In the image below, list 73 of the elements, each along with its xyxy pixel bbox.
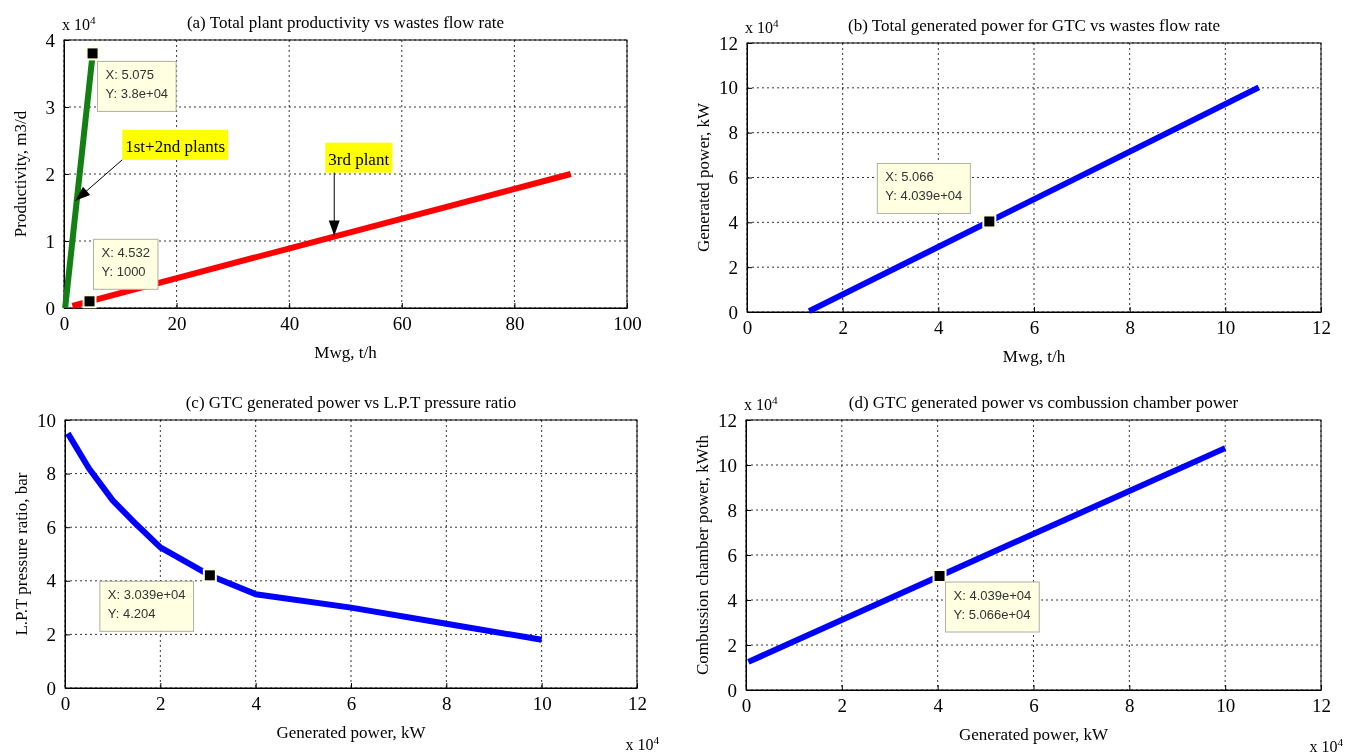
y-tick-label: 2 [727,634,737,656]
annotation: X: 5.066 Y: 4.039e+04 [885,169,963,204]
text: x 10$^{4}$ [744,394,778,413]
y-tick-label: 6 [727,544,737,566]
x-tick-label: 6 [1029,317,1040,339]
chart-title: (b) Total generated power for GTC vs wastes flow rate [848,16,1220,35]
annotation: 1st+2nd plants [125,136,226,156]
y-tick-label: 2 [46,623,56,645]
annotation: X: 3.039e+04 Y: 4.204 [107,587,186,622]
text: x 10$^{4}$ [745,17,779,36]
chart-title: (c) GTC generated power vs L.P.T pressure ratio [185,393,517,412]
y-tick-label: 2 [45,163,55,185]
x-tick-label: 2 [837,695,848,717]
x-tick-label: 8 [1125,695,1135,717]
x-tick-label: 40 [280,313,300,335]
y-tick-label: 8 [728,122,738,144]
annotation: X: 4.039e+04 Y: 5.066e+04 [953,588,1032,623]
x-tick-label: 100 [613,313,642,335]
x-tick-label: 6 [1029,695,1039,717]
chart-title: (d) GTC generated power vs combussion chamber power [848,393,1239,412]
x-tick-label: 12 [628,693,647,715]
x-tick-label: 10 [1216,695,1236,717]
y-tick-label: 4 [45,29,56,51]
text: x 10$^{4}$ [625,734,660,752]
y-tick-label: 10 [718,454,737,476]
x-tick-label: 2 [156,693,166,715]
annotation: 3rd plant [328,149,390,169]
x-tick-label: 12 [1312,317,1331,339]
y-tick-label: 3 [45,96,55,118]
x-axis-title: Mwg, t/h [314,343,378,362]
x-tick-label: 4 [251,693,262,715]
y-axis-title: Productivity, m3/d [11,110,30,238]
text: x 10$^{4}$ [1309,736,1344,752]
y-tick-label: 2 [728,256,738,278]
y-tick-label: 6 [46,516,56,538]
y-tick-label: 8 [46,463,56,485]
y-tick-label: 4 [727,589,738,611]
x-tick-label: 60 [392,313,412,335]
x-tick-label: 0 [742,317,753,339]
y-tick-label: 1 [45,230,55,252]
x-tick-label: 80 [505,313,525,335]
y-tick-label: 0 [727,679,737,701]
y-tick-label: 12 [719,32,738,54]
y-tick-label: 6 [728,167,738,189]
x-tick-label: 8 [442,693,452,715]
x-axis-title: Mwg, t/h [1002,347,1066,366]
y-axis-title: Combussion chamber power, kWth [693,434,712,676]
x-tick-label: 2 [838,317,848,339]
text: x 10$^{4}$ [62,14,96,33]
chart-title: (a) Total plant productivity vs wastes flow rate [186,13,505,32]
x-tick-label: 10 [1216,317,1236,339]
y-axis-title: Generated power, kW [694,102,713,252]
x-tick-label: 4 [933,695,944,717]
y-tick-label: 10 [37,409,56,431]
x-axis-title: Generated power, kW [276,723,427,742]
y-axis-title: L.P.T pressure ratio, bar [12,472,31,636]
y-tick-label: 0 [45,297,55,319]
x-tick-label: 4 [934,317,945,339]
x-tick-label: 10 [532,693,552,715]
y-tick-label: 10 [719,77,738,99]
x-tick-label: 6 [346,693,357,715]
x-tick-label: 12 [1312,695,1331,717]
x-axis-title: Generated power, kW [959,725,1109,744]
y-tick-label: 12 [718,409,737,431]
x-tick-label: 20 [167,313,187,335]
y-tick-label: 8 [727,499,737,521]
x-tick-label: 0 [60,693,71,715]
y-tick-label: 0 [46,677,56,699]
annotation: X: 4.532 Y: 1000 [101,245,150,280]
x-tick-label: 8 [1125,317,1135,339]
y-tick-label: 4 [46,570,57,592]
annotation: X: 5.075 Y: 3.8e+04 [105,67,169,102]
y-tick-label: 4 [728,211,739,233]
